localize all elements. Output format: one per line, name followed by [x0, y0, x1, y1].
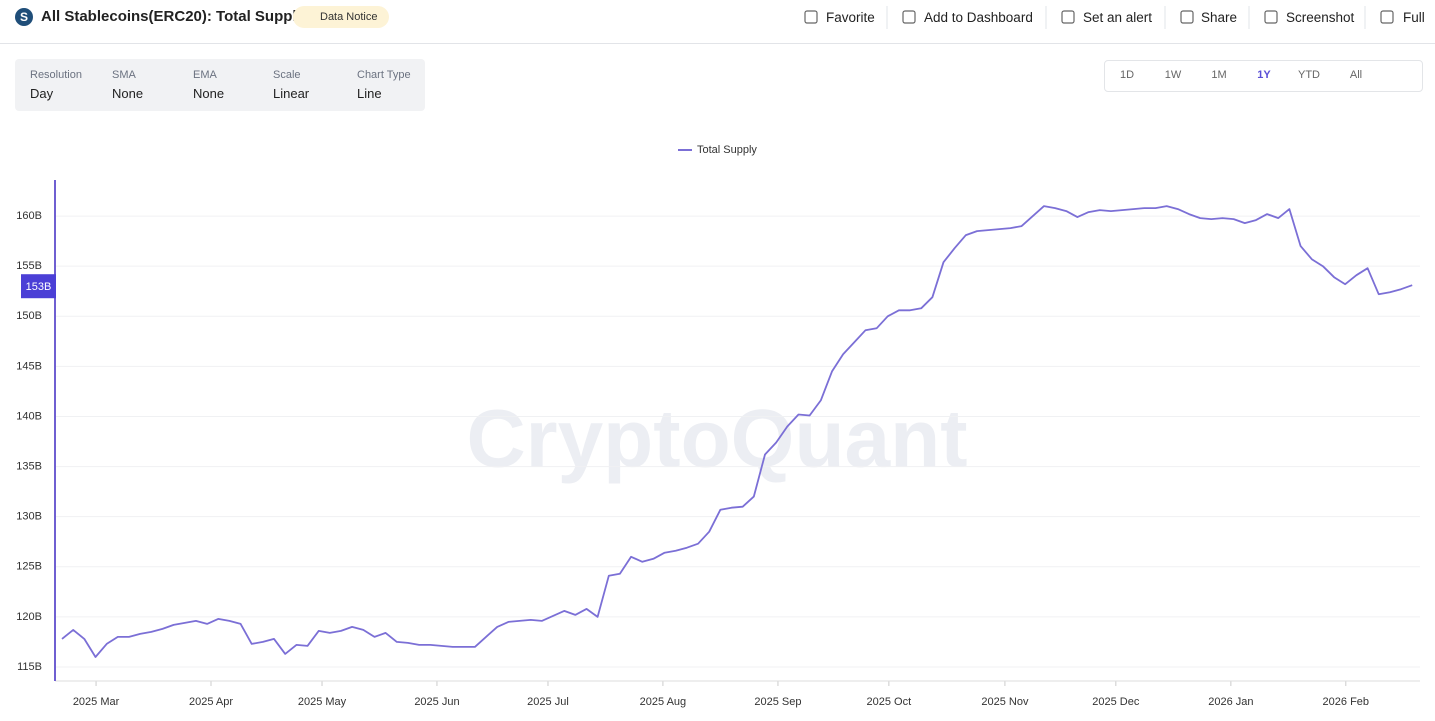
header-action[interactable]: Set an alert — [1083, 10, 1153, 25]
y-tick-label: 140B — [16, 410, 42, 422]
legend-label: Total Supply — [697, 144, 757, 156]
range-panel: 1D 1W 1M 1Y YTD All — [1104, 60, 1423, 92]
x-tick-label: 2025 Mar — [73, 696, 120, 708]
action-icon — [804, 10, 818, 24]
page-title: All Stablecoins(ERC20): Total Supply — [41, 8, 305, 25]
header-action[interactable]: Favorite — [826, 10, 875, 25]
control-value[interactable]: Linear — [273, 86, 310, 101]
y-tick-label: 155B — [16, 260, 42, 272]
x-tick-label: 2025 Jun — [414, 696, 459, 708]
header-divider — [0, 43, 1435, 44]
header-action[interactable]: Screenshot — [1286, 10, 1355, 25]
action-icon — [1380, 10, 1394, 24]
range-button[interactable]: 1Y — [1257, 69, 1271, 81]
x-tick-label: 2025 Oct — [867, 696, 912, 708]
range-button[interactable]: 1W — [1164, 69, 1182, 81]
header-action[interactable]: Full — [1403, 10, 1425, 25]
control-value[interactable]: None — [193, 86, 225, 101]
x-tick-label: 2025 Sep — [754, 696, 801, 708]
x-tick-label: 2025 Jul — [527, 696, 569, 708]
y-tick-label: 150B — [16, 310, 42, 322]
current-value-box — [21, 274, 56, 299]
x-tick-label: 2025 Dec — [1092, 696, 1140, 708]
app-icon-letter: S — [20, 10, 28, 24]
y-tick-label: 115B — [17, 661, 42, 673]
control-label: Scale — [273, 69, 301, 81]
header-action[interactable]: Add to Dashboard — [924, 10, 1033, 25]
control-label: Chart Type — [357, 69, 411, 81]
x-tick-label: 2026 Feb — [1323, 696, 1369, 708]
control-label: Resolution — [30, 69, 82, 81]
x-tick-label: 2025 Aug — [640, 696, 687, 708]
control-value[interactable]: None — [112, 86, 144, 101]
watermark: CryptoQuant — [466, 394, 967, 485]
range-button[interactable]: All — [1349, 69, 1363, 81]
action-icon — [1264, 10, 1278, 24]
control-value[interactable]: Day — [30, 86, 54, 101]
action-icon — [1180, 10, 1194, 24]
range-button[interactable]: YTD — [1298, 69, 1320, 81]
data-notice-label: Data Notice — [320, 11, 378, 23]
controls-panel: Resolution Day SMA None EMA None Scale Linear Ch… — [15, 59, 425, 111]
range-button[interactable]: 1M — [1211, 69, 1227, 81]
y-tick-label: 135B — [16, 460, 42, 472]
y-tick-label: 130B — [16, 511, 42, 523]
x-tick-label: 2026 Jan — [1208, 696, 1253, 708]
x-tick-label: 2025 Apr — [189, 696, 233, 708]
data-notice[interactable] — [293, 6, 389, 28]
x-tick-label: 2025 May — [298, 696, 347, 708]
y-tick-label: 145B — [16, 360, 42, 372]
range-button[interactable]: 1D — [1119, 69, 1135, 81]
y-tick-label: 125B — [16, 561, 42, 573]
current-value-label: 153B — [26, 281, 52, 293]
y-tick-label: 160B — [16, 210, 42, 222]
action-icon — [1061, 10, 1075, 24]
action-icon — [902, 10, 916, 24]
app-icon — [15, 8, 33, 26]
control-value[interactable]: Line — [357, 86, 382, 101]
header-action[interactable]: Share — [1201, 10, 1238, 25]
series-line — [61, 205, 1413, 658]
control-label: EMA — [193, 69, 217, 81]
y-tick-label: 120B — [16, 611, 42, 623]
control-label: SMA — [112, 69, 136, 81]
x-tick-label: 2025 Nov — [981, 696, 1029, 708]
